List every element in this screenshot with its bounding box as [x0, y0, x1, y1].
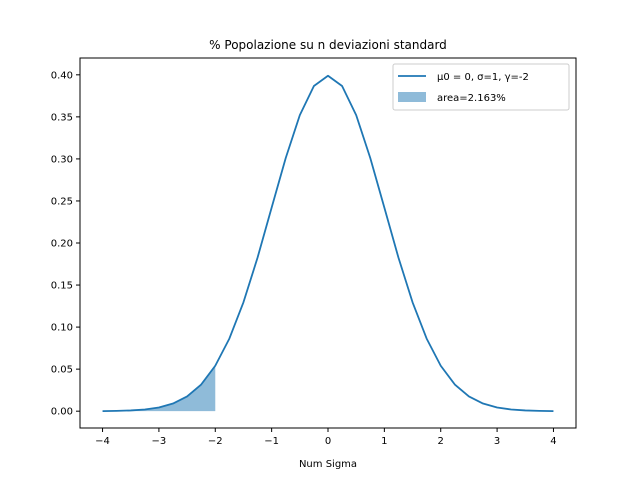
y-tick-label: 0.05: [51, 365, 73, 376]
y-tick-label: 0.20: [51, 239, 73, 250]
x-tick-label: −4: [95, 436, 110, 447]
x-tick-label: 2: [438, 436, 444, 447]
x-tick-label: −2: [208, 436, 223, 447]
x-axis: −4 −3 −2 −1 0 1 2 3 4: [95, 428, 557, 447]
x-axis-label: Num Sigma: [299, 459, 357, 470]
y-tick-label: 0.10: [51, 323, 73, 334]
y-tick-label: 0.15: [51, 281, 73, 292]
legend-label-curve: μ0 = 0, σ=1, γ=-2: [437, 72, 529, 83]
x-tick-label: 4: [550, 436, 556, 447]
x-tick-label: −1: [264, 436, 279, 447]
legend-label-area: area=2.163%: [437, 93, 506, 104]
legend: μ0 = 0, σ=1, γ=-2 area=2.163%: [392, 63, 570, 111]
x-tick-label: 0: [325, 436, 331, 447]
tail-area-fill: [102, 365, 216, 412]
y-tick-label: 0.35: [51, 112, 73, 123]
x-tick-label: 1: [381, 436, 387, 447]
x-tick-label: −3: [152, 436, 167, 447]
chart-title: % Popolazione su n deviazioni standard: [209, 38, 447, 52]
normal-curve-line: [102, 74, 554, 412]
legend-area-swatch: [398, 92, 426, 102]
y-tick-label: 0.25: [51, 196, 73, 207]
y-tick-label: 0.30: [51, 154, 73, 165]
y-axis: 0.00 0.05 0.10 0.15 0.20 0.25 0.30 0.35 0.40: [51, 70, 80, 418]
x-tick-label: 3: [494, 436, 500, 447]
y-tick-label: 0.40: [51, 70, 73, 81]
y-tick-label: 0.00: [51, 407, 73, 418]
legend-frame: [392, 63, 570, 111]
plot-area: [102, 74, 554, 412]
